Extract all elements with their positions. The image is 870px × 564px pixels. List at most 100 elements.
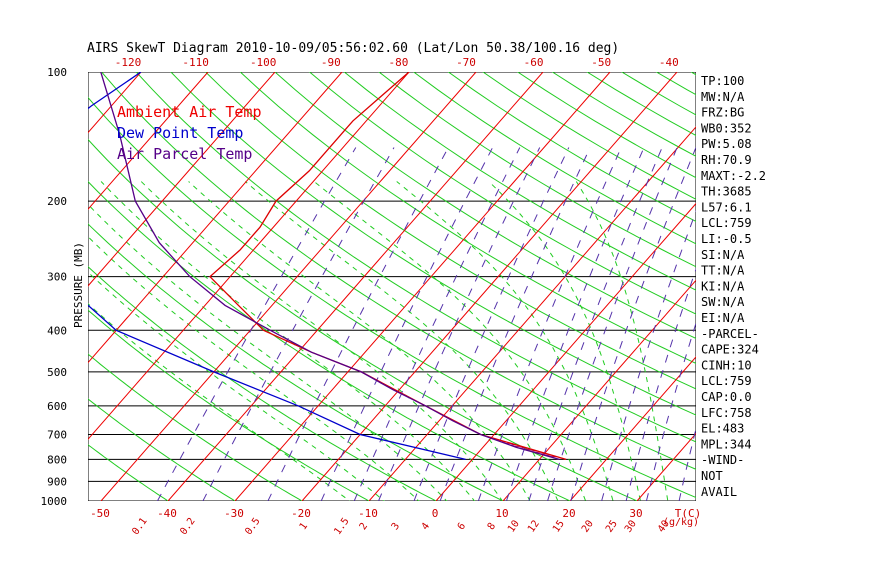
pressure-tick-label: 400 (47, 324, 67, 337)
mixing-ratio-line (268, 148, 448, 502)
dry-adiabat (865, 72, 870, 510)
top-temp-tick-label: -50 (591, 56, 611, 69)
pressure-tick-label: 900 (47, 475, 67, 488)
top-temp-tick-label: -80 (388, 56, 408, 69)
mixing-ratio-tick-label: 15 (551, 518, 567, 534)
side-panel-item: -PARCEL- (701, 327, 759, 341)
legend-item: Ambient Air Temp (117, 103, 262, 121)
side-panel-item: SI:N/A (701, 248, 745, 262)
bottom-temp-tick-label: -10 (358, 507, 378, 520)
mixing-ratio-tick-label: 0.5 (243, 516, 262, 537)
mixing-ratio-tick-label: 6 (456, 521, 468, 532)
side-panel-item: CAP:0.0 (701, 390, 752, 404)
top-temp-tick-label: -70 (456, 56, 476, 69)
legend-item: Dew Point Temp (117, 124, 243, 142)
mixing-ratio-tick-label: 0.1 (130, 516, 149, 537)
mixing-units-label: (g/kg) (663, 517, 699, 528)
dry-adiabat (656, 72, 870, 510)
mixing-ratio-tick-label: 8 (486, 521, 498, 532)
pressure-tick-label: 300 (47, 271, 67, 284)
pressure-tick-label: 100 (47, 66, 67, 79)
moist-adiabat (314, 182, 589, 511)
side-panel-item: CINH:10 (701, 358, 752, 372)
mixing-ratio-tick-label: 3 (390, 521, 402, 532)
mixing-ratio-line (321, 148, 492, 502)
moist-adiabat (67, 182, 455, 511)
side-panel-item: MW:N/A (701, 90, 745, 104)
dry-adiabat (344, 72, 870, 510)
side-panel-item: L57:6.1 (701, 200, 752, 214)
dry-adiabat (206, 72, 870, 510)
mixing-ratio-line (203, 148, 394, 502)
side-panel-item: TT:N/A (701, 264, 745, 278)
top-temp-tick-label: -120 (115, 56, 142, 69)
mixing-ratio-tick-label: 10 (506, 518, 522, 534)
top-temp-tick-label: -110 (182, 56, 209, 69)
mixing-ratio-tick-label: 4 (420, 521, 432, 532)
pressure-tick-label: 800 (47, 453, 67, 466)
side-panel-item: AVAIL (701, 485, 737, 499)
bottom-temp-tick-label: 30 (629, 507, 642, 520)
side-panel-item: RH:70.9 (701, 153, 752, 167)
side-panel-item: LCL:759 (701, 216, 752, 230)
dry-adiabat (414, 72, 870, 510)
mixing-ratio-tick-label: 1.5 (332, 516, 351, 537)
mixing-ratio-tick-label: 25 (604, 518, 620, 534)
side-panel-item: EL:483 (701, 422, 744, 436)
mixing-ratio-tick-label: 0.2 (178, 516, 197, 537)
side-panel-item: LCL:759 (701, 374, 752, 388)
moist-adiabat (141, 182, 508, 511)
mixing-ratio-tick-label: 30 (623, 518, 639, 534)
isotherm-line (235, 72, 610, 501)
top-temp-tick-label: -100 (250, 56, 277, 69)
mixing-ratio-tick-label: 12 (526, 518, 542, 534)
moist-adiabat (489, 182, 643, 511)
pressure-tick-label: 600 (47, 400, 67, 413)
side-panel-item: NOT (701, 469, 723, 483)
dry-adiabat (483, 72, 870, 510)
mixing-ratio-tick-label: 2 (358, 521, 370, 532)
bottom-temp-tick-label: 0 (432, 507, 439, 520)
bottom-temp-tick-label: -40 (157, 507, 177, 520)
dry-adiabat (136, 72, 861, 510)
mixing-ratio-tick-label: 20 (580, 518, 596, 534)
side-panel-item: WB0:352 (701, 121, 752, 135)
mixing-ratio-line (414, 148, 569, 502)
side-panel-item: -WIND- (701, 453, 744, 467)
chart-title: AIRS SkewT Diagram 2010-10-09/05:56:02.6… (87, 41, 619, 56)
side-panel-item: MPL:344 (701, 437, 752, 451)
side-panel-item: EI:N/A (701, 311, 745, 325)
dry-adiabat (518, 72, 870, 510)
top-temp-tick-label: -60 (524, 56, 544, 69)
isotherm-line (503, 72, 870, 501)
side-panel-item: MAXT:-2.2 (701, 169, 766, 183)
side-panel-item: LI:-0.5 (701, 232, 752, 246)
top-temp-tick-label: -90 (321, 56, 341, 69)
side-panel-item: SW:N/A (701, 295, 745, 309)
y-axis-label: PRESSURE (MB) (72, 242, 85, 328)
isotherm-line (637, 72, 870, 501)
bottom-temp-tick-label: 20 (562, 507, 575, 520)
moist-adiabat (576, 182, 669, 511)
side-panel-item: LFC:758 (701, 406, 752, 420)
dry-adiabat (795, 72, 870, 510)
mixing-ratio-line (354, 148, 520, 502)
dry-adiabat (379, 72, 870, 510)
side-panel-item: FRZ:BG (701, 106, 744, 120)
dry-adiabat (761, 72, 870, 510)
dry-adiabat (448, 72, 870, 510)
pressure-tick-label: 700 (47, 429, 67, 442)
side-panel-item: PW:5.08 (701, 137, 752, 151)
side-panel-item: TH:3685 (701, 185, 752, 199)
pressure-tick-label: 1000 (41, 495, 68, 508)
dry-adiabat (275, 72, 870, 510)
isotherm-line (0, 72, 7, 501)
legend-item: Air Parcel Temp (117, 145, 252, 163)
mixing-ratio-tick-label: 1 (298, 521, 310, 532)
side-panel-item: KI:N/A (701, 279, 745, 293)
dry-adiabat (171, 72, 870, 510)
pressure-tick-label: 200 (47, 195, 67, 208)
bottom-temp-tick-label: -20 (291, 507, 311, 520)
